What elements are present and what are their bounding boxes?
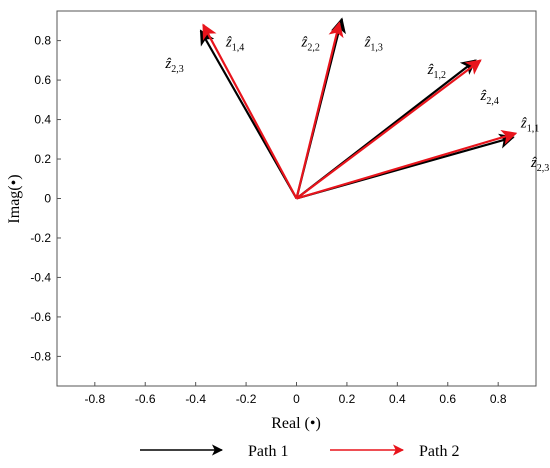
y-tick-label: 0.2	[34, 152, 51, 166]
vector-label: ẑ1,3	[364, 35, 383, 54]
y-tick-label: 0.6	[34, 73, 51, 87]
legend-path-2-label: Path 2	[419, 443, 459, 460]
y-tick-label: 0.4	[34, 113, 51, 127]
x-tick-label: 0	[293, 392, 300, 406]
x-tick-label: 0.6	[439, 392, 456, 406]
vector-label: ẑ1,4	[225, 35, 244, 54]
x-tick-label: -0.2	[236, 392, 257, 406]
vector-path-2	[295, 21, 344, 199]
y-axis-ticks: -0.8 -0.6 -0.4 -0.2 0 0.2 0.4 0.6 0.8	[30, 34, 61, 363]
y-axis-title: Imag(•)	[6, 174, 23, 223]
y-tick-label: -0.4	[30, 270, 51, 284]
vectors	[199, 17, 518, 200]
x-axis-ticks: -0.8 -0.6 -0.4 -0.2 0 0.2 0.4 0.6 0.8	[84, 382, 507, 406]
legend: Path 1 Path 2	[140, 443, 459, 460]
y-tick-label: 0	[44, 192, 51, 206]
vector-path-2	[296, 129, 518, 200]
y-tick-label: -0.6	[30, 310, 51, 324]
y-tick-label: -0.8	[30, 349, 51, 363]
vector-path-2	[295, 59, 482, 200]
y-tick-label: 0.8	[34, 34, 51, 48]
x-tick-label: -0.4	[185, 392, 206, 406]
x-tick-label: 0.2	[339, 392, 356, 406]
vector-path-2	[202, 23, 298, 200]
vector-label: ẑ2,4	[480, 88, 499, 107]
vector-label: ẑ2,3	[164, 56, 183, 75]
x-tick-label: -0.8	[84, 392, 105, 406]
vector-label: ẑ2,2	[301, 35, 320, 54]
x-tick-label: 0.8	[490, 392, 507, 406]
vector-label: ẑ1,2	[427, 62, 446, 81]
vector-label: ẑ2,3	[530, 155, 549, 174]
y-tick-label: -0.2	[30, 231, 51, 245]
legend-path-1-label: Path 1	[248, 443, 288, 460]
x-axis-title: Real (•)	[271, 415, 321, 432]
x-tick-label: 0.4	[389, 392, 406, 406]
x-tick-label: -0.6	[135, 392, 156, 406]
